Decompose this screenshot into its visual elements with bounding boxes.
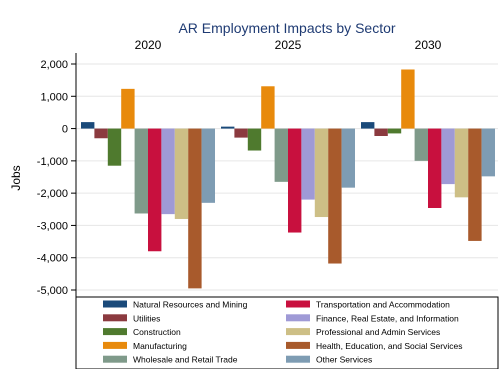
- y-tick-label: 0: [62, 124, 68, 136]
- bar-2020-series-9: [201, 128, 215, 203]
- bar-2025-series-4: [274, 128, 288, 182]
- bar-2020-series-0: [81, 122, 95, 129]
- legend-swatch-8: [286, 341, 310, 349]
- bar-2020-series-3: [121, 88, 135, 129]
- bar-2030-series-1: [374, 128, 388, 136]
- bar-2025-series-1: [234, 128, 248, 138]
- bar-2020-series-2: [107, 128, 122, 166]
- legend-swatch-3: [103, 341, 127, 349]
- bar-2030-series-3: [401, 69, 415, 129]
- y-tick-label: -5,000: [37, 285, 68, 297]
- legend-label-3: Manufacturing: [133, 341, 187, 351]
- chart-title: AR Employment Impacts by Sector: [178, 20, 395, 36]
- bar-2025-series-2: [247, 128, 262, 151]
- legend-swatch-6: [286, 314, 310, 322]
- legend-label-4: Wholesale and Retail Trade: [133, 355, 238, 365]
- bar-2020-series-5: [148, 128, 162, 252]
- legend-swatch-7: [286, 328, 310, 336]
- bar-2030-series-2: [387, 128, 402, 134]
- bar-2020-series-4: [134, 128, 148, 214]
- bar-2025-series-5: [288, 128, 302, 233]
- legend-swatch-9: [286, 355, 310, 363]
- bar-2030-series-8: [468, 128, 482, 241]
- y-tick-label: -1,000: [37, 156, 68, 168]
- legend-swatch-2: [103, 328, 127, 336]
- bar-2020-series-7: [174, 128, 189, 219]
- bar-2020-series-8: [188, 128, 202, 289]
- bar-2020-series-6: [161, 128, 175, 215]
- bar-2030-series-5: [428, 128, 442, 208]
- bar-2025-series-3: [261, 86, 275, 129]
- y-tick-label: 1,000: [40, 91, 68, 103]
- legend-label-8: Health, Education, and Social Services: [316, 341, 462, 351]
- bar-2020-series-1: [94, 128, 108, 139]
- panel-label-2030: 2030: [415, 38, 442, 52]
- legend-swatch-5: [286, 300, 310, 308]
- legend-label-7: Professional and Admin Services: [316, 327, 440, 337]
- bar-2025-series-8: [328, 128, 342, 264]
- y-tick-label: 2,000: [40, 59, 68, 71]
- bar-2030-series-6: [441, 128, 455, 185]
- bar-2030-series-4: [414, 128, 428, 161]
- bar-2030-series-0: [361, 122, 375, 129]
- y-tick-label: -3,000: [37, 220, 68, 232]
- legend-label-9: Other Services: [316, 355, 372, 365]
- legend-label-1: Utilities: [133, 313, 160, 323]
- legend-label-2: Construction: [133, 327, 181, 337]
- bar-2030-series-7: [454, 128, 469, 198]
- bar-2025-series-0: [221, 126, 235, 129]
- panel-label-2025: 2025: [275, 38, 302, 52]
- legend-swatch-1: [103, 314, 127, 322]
- bar-2025-series-7: [314, 128, 329, 218]
- legend: Natural Resources and Mining Transportati…: [75, 296, 499, 369]
- y-axis-title: Jobs: [9, 165, 23, 190]
- panel-label-2020: 2020: [135, 38, 162, 52]
- y-tick-label: -2,000: [37, 188, 68, 200]
- bar-2030-series-9: [481, 128, 495, 177]
- plot-area: 2,000 1,000 0 -1,000 -2,000 -3,000 -4,000 -5,00…: [37, 38, 498, 297]
- legend-swatch-0: [103, 300, 127, 308]
- legend-swatch-4: [103, 355, 127, 363]
- bar-2025-series-6: [301, 128, 315, 200]
- bar-2025-series-9: [341, 128, 355, 188]
- legend-label-5: Transportation and Accommodation: [316, 300, 450, 310]
- y-tick-label: -4,000: [37, 253, 68, 265]
- legend-label-0: Natural Resources and Mining: [133, 300, 248, 310]
- legend-label-6: Finance, Real Estate, and Information: [316, 313, 459, 323]
